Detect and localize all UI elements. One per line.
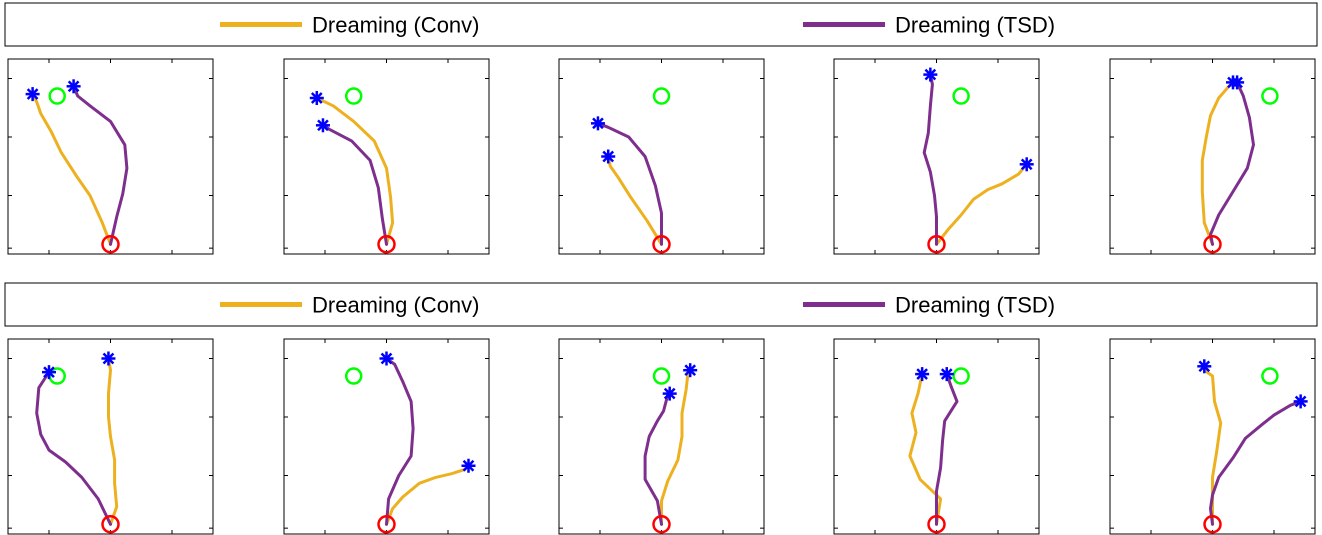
start-marker — [927, 515, 946, 534]
start-marker — [652, 235, 671, 254]
start-marker — [101, 235, 120, 254]
endpoint-marker-tsd — [1293, 394, 1308, 409]
axis-ticks — [1110, 59, 1315, 254]
legend-label-tsd: Dreaming (TSD) — [895, 293, 1055, 318]
trajectory-conv — [606, 155, 663, 246]
trajectory-panel — [283, 338, 490, 535]
axis-ticks — [284, 339, 489, 534]
axis-ticks — [8, 59, 213, 254]
axes-frame — [283, 338, 490, 535]
trajectory-conv — [660, 368, 692, 526]
trajectory-panel — [1109, 338, 1316, 535]
endpoint-marker-conv — [1019, 157, 1034, 172]
trajectory-tsd — [35, 370, 112, 526]
trajectory-panel — [833, 338, 1040, 535]
goal-marker — [952, 87, 970, 105]
legend-box — [4, 282, 1318, 327]
legend-label-conv: Dreaming (Conv) — [312, 13, 480, 38]
trajectory-panel — [7, 58, 214, 255]
trajectory-panel — [7, 338, 214, 535]
goal-marker — [1261, 87, 1279, 105]
endpoint-marker-conv — [309, 91, 324, 105]
trajectory-tsd — [1209, 80, 1255, 246]
trajectory-tsd — [596, 121, 663, 246]
trajectory-conv — [31, 92, 112, 246]
endpoint-marker-tsd — [662, 386, 677, 401]
trajectory-panel — [833, 58, 1040, 255]
endpoint-marker-tsd — [939, 367, 954, 382]
start-marker — [377, 235, 396, 254]
endpoint-marker-conv — [101, 351, 116, 366]
goal-marker — [952, 367, 970, 385]
endpoint-marker-conv — [683, 363, 698, 378]
legend-label-tsd: Dreaming (TSD) — [895, 13, 1055, 38]
trajectory-panel — [558, 338, 765, 535]
goal-marker — [344, 87, 363, 105]
endpoint-marker-tsd — [590, 116, 605, 131]
endpoint-marker-tsd — [1230, 75, 1245, 90]
axis-ticks — [559, 339, 764, 534]
axis-ticks — [284, 59, 489, 254]
endpoint-marker-tsd — [66, 79, 81, 94]
trajectory-tsd — [321, 123, 388, 246]
start-marker — [1203, 235, 1222, 254]
goal-marker — [652, 87, 671, 105]
trajectory-tsd — [1209, 399, 1303, 526]
axes-frame — [7, 58, 214, 255]
endpoint-marker-tsd — [923, 67, 938, 82]
endpoint-marker-conv — [601, 149, 616, 164]
trajectory-tsd — [922, 73, 938, 246]
start-marker — [101, 515, 120, 534]
axes-frame — [283, 58, 490, 255]
trajectory-tsd — [643, 392, 672, 526]
endpoint-marker-conv — [915, 367, 930, 382]
endpoint-marker-tsd — [42, 365, 56, 380]
legend: Dreaming (Conv) Dreaming (TSD) — [4, 282, 1318, 327]
trajectory-tsd — [935, 372, 959, 526]
trajectory-conv — [1200, 80, 1235, 246]
endpoint-marker-tsd — [315, 118, 330, 133]
endpoint-marker-conv — [25, 87, 40, 102]
axes-frame — [1109, 58, 1316, 255]
start-marker — [927, 235, 946, 254]
endpoint-marker-conv — [1197, 359, 1212, 374]
trajectory-tsd — [72, 84, 129, 246]
legend-box — [4, 2, 1318, 47]
goal-marker — [48, 87, 66, 105]
goal-marker — [344, 367, 363, 385]
trajectory-conv — [107, 357, 119, 526]
start-marker — [377, 515, 396, 534]
trajectory-tsd — [385, 357, 415, 526]
trajectory-conv — [385, 464, 470, 526]
trajectory-conv — [935, 162, 1029, 246]
trajectory-panel — [283, 58, 490, 255]
axis-ticks — [834, 339, 1039, 534]
endpoint-marker-conv — [461, 458, 476, 473]
goal-marker — [1261, 367, 1279, 385]
goal-marker — [652, 367, 671, 385]
legend-label-conv: Dreaming (Conv) — [312, 293, 480, 318]
start-marker — [1203, 515, 1222, 534]
trajectory-panel — [1109, 58, 1316, 255]
legend: Dreaming (Conv) Dreaming (TSD) — [4, 2, 1318, 47]
endpoint-marker-tsd — [379, 351, 394, 366]
trajectory-conv — [315, 96, 395, 246]
trajectory-panel — [558, 58, 765, 255]
start-marker — [652, 515, 671, 534]
